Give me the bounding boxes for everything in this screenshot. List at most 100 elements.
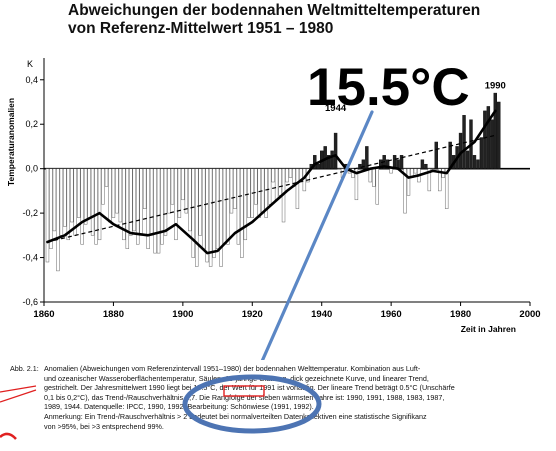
red-corner-mark — [0, 432, 17, 440]
bar-mark — [337, 168, 341, 170]
bar-mark — [125, 168, 130, 249]
bar-mark — [104, 168, 109, 187]
bar-mark — [108, 168, 112, 223]
bar-mark — [389, 168, 393, 174]
bar-mark — [316, 163, 320, 169]
bar-mark — [493, 92, 497, 169]
x-tick-label: 1900 — [172, 309, 193, 320]
bar-mark — [406, 168, 411, 196]
x-tick-label: 1920 — [242, 309, 263, 320]
bar-mark — [188, 168, 192, 232]
bar-mark — [240, 168, 244, 258]
bar-mark — [49, 168, 53, 249]
caption-line: 0,1 bis 0,2°C), das Trend-/Rauschverhält… — [44, 392, 445, 402]
bar-mark — [236, 168, 241, 245]
y-tick-label: 0,0 — [25, 164, 38, 174]
bar-mark — [146, 168, 150, 249]
bar-mark — [90, 168, 95, 236]
bar-mark — [87, 168, 91, 218]
bar-mark — [431, 168, 435, 170]
y-tick-label: 0,4 — [25, 75, 38, 85]
bar-mark — [358, 163, 362, 169]
bar-mark — [77, 168, 81, 218]
bar-mark — [45, 168, 50, 263]
bar-mark — [233, 168, 237, 209]
bar-mark — [195, 168, 199, 267]
bar-mark — [427, 168, 432, 192]
bar-mark — [285, 168, 289, 183]
annotation-overlay — [260, 110, 374, 360]
bar-mark — [184, 168, 189, 214]
bar-mark — [288, 168, 293, 178]
bar-mark — [222, 168, 227, 245]
bar-mark — [264, 168, 268, 218]
bar-mark — [59, 168, 64, 236]
bar-mark — [132, 168, 136, 232]
bar-mark — [219, 168, 223, 267]
x-axis-title: Zeit in Jahren — [461, 324, 516, 334]
title-line-1: Abweichungen der bodennahen Weltmittelte… — [68, 2, 481, 19]
bar-mark — [399, 155, 404, 169]
bar-mark — [257, 168, 261, 218]
y-tick-label: -0,2 — [22, 208, 38, 218]
bar-mark — [226, 168, 230, 245]
bar-mark — [379, 159, 383, 169]
bar-mark — [476, 159, 480, 169]
caption-note-line: Anmerkung: Ein Trend-/Rauschverhältnis >… — [44, 411, 427, 421]
bar-mark — [122, 168, 126, 241]
bar-mark — [479, 137, 484, 169]
caption-label: Abb. 2.1: — [10, 364, 39, 373]
bar-mark — [368, 168, 373, 183]
bar-series — [45, 92, 501, 272]
bar-mark — [191, 168, 195, 258]
bar-mark — [129, 168, 133, 236]
bar-mark — [212, 168, 216, 258]
bar-mark — [156, 168, 161, 254]
bar-mark — [420, 159, 425, 169]
bar-mark — [486, 106, 491, 169]
bar-mark — [163, 168, 168, 236]
bar-mark — [229, 168, 234, 214]
title-line-2: von Referenz-Mittelwert 1951 – 1980 — [68, 20, 334, 37]
bar-mark — [63, 168, 67, 227]
bar-mark — [483, 110, 487, 169]
x-tick-label: 1880 — [103, 309, 124, 320]
figure-caption: Abb. 2.1: Anomalien (Abweichungen vom Re… — [10, 364, 552, 431]
bar-mark — [490, 119, 494, 169]
bar-mark — [444, 168, 449, 209]
bar-mark — [198, 168, 202, 236]
bar-mark — [181, 168, 185, 201]
year-annotation: 1990 — [485, 81, 506, 92]
bar-mark — [177, 168, 182, 218]
bar-mark — [111, 168, 116, 218]
bar-mark — [465, 150, 470, 169]
bar-mark — [267, 168, 272, 205]
bar-mark — [215, 168, 220, 249]
overlay-temperature-label: 15.5°C — [307, 58, 470, 117]
bar-mark — [274, 168, 279, 201]
bar-mark — [153, 168, 157, 254]
bar-mark — [118, 168, 123, 223]
caption-note-line: von >95%, bei >3 entsprechend 99%. — [44, 421, 164, 431]
caption-line: 1989, 1944. Datenquelle: IPCC, 1990, 199… — [44, 402, 314, 412]
chart-title: Abweichungen der bodennahen Weltmittelte… — [68, 2, 480, 38]
bar-mark — [497, 101, 501, 169]
bar-mark — [295, 168, 300, 209]
bar-mark — [142, 168, 147, 209]
bar-mark — [80, 168, 84, 245]
bar-mark — [247, 168, 251, 218]
bar-mark — [83, 168, 88, 225]
bar-mark — [385, 159, 390, 169]
bar-mark — [170, 168, 175, 205]
bar-mark — [115, 168, 119, 214]
caption-line: gestrichelt. Der Jahresmittelwert 1990 l… — [44, 383, 455, 393]
y-tick-label: -0,4 — [22, 253, 38, 263]
smoothed-curve — [46, 109, 497, 255]
y-axis-title: Temperaturanomalien — [6, 98, 16, 186]
x-tick-label: 1860 — [33, 309, 54, 320]
bar-mark — [205, 168, 209, 263]
bar-mark — [372, 168, 376, 187]
bar-mark — [174, 168, 178, 241]
bar-mark — [271, 168, 275, 183]
bar-mark — [438, 168, 442, 192]
